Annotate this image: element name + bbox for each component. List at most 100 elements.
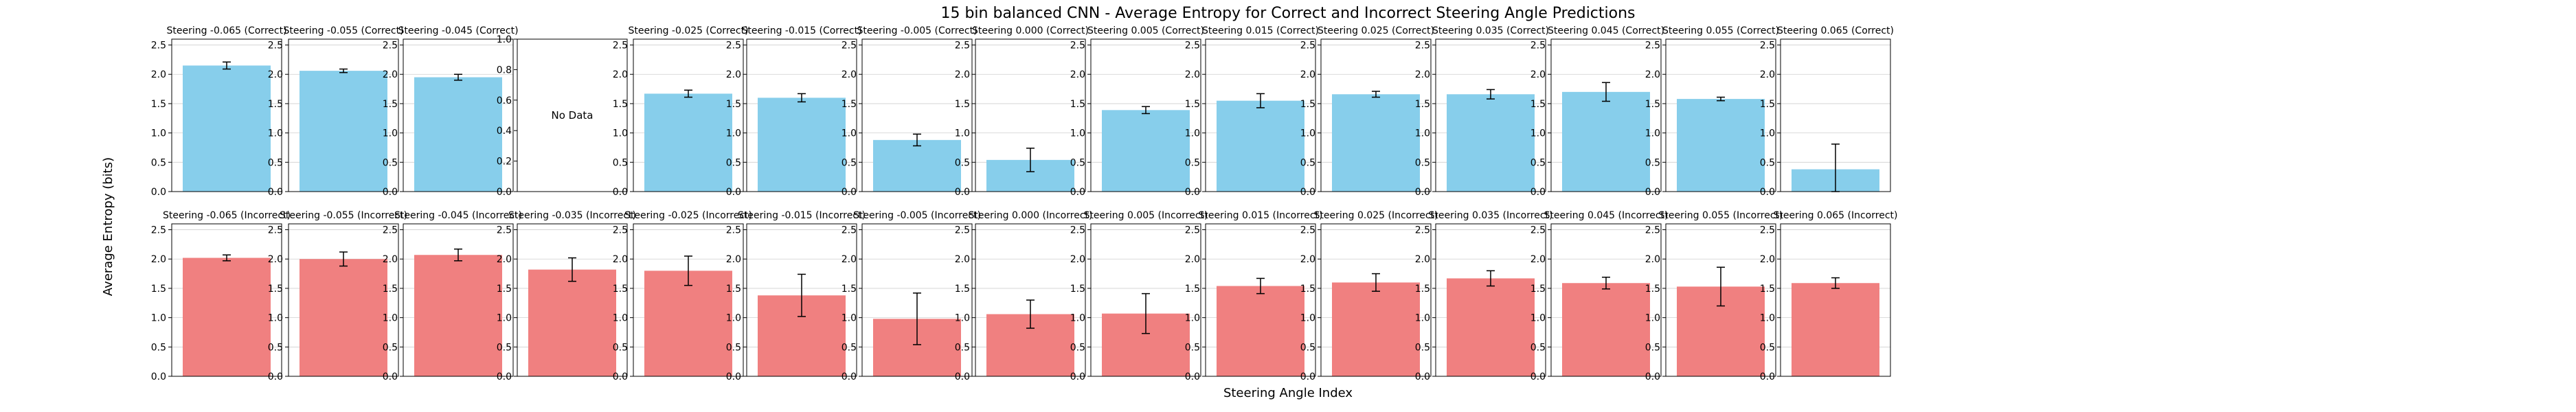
bar: [183, 65, 271, 192]
y-tick-label: 1.0: [497, 34, 512, 45]
y-tick-label: 0.5: [1760, 342, 1775, 353]
y-tick-label: 1.5: [841, 99, 857, 110]
bar: [1677, 99, 1765, 192]
y-tick-label: 2.0: [1185, 69, 1200, 80]
y-tick-label: 1.5: [383, 284, 398, 295]
chart-title: 15 bin balanced CNN - Average Entropy fo…: [940, 5, 1635, 22]
y-tick-label: 0.0: [1300, 371, 1315, 382]
axes-frame: [171, 38, 282, 192]
y-tick-label: 2.0: [497, 254, 512, 265]
y-tick-label: 0.5: [1185, 157, 1200, 168]
y-tick-label: 1.5: [1415, 284, 1430, 295]
y-tick-label: 0.5: [1645, 157, 1660, 168]
y-tick-label: 2.0: [955, 69, 970, 80]
axes-frame: [288, 38, 399, 192]
y-tick-label: 1.5: [841, 284, 857, 295]
axes-frame: [1320, 223, 1432, 377]
axes-frame: [1665, 38, 1776, 192]
y-tick-label: 2.5: [1415, 225, 1430, 236]
y-tick-label: 0.0: [1530, 187, 1546, 198]
y-tick-label: 0.0: [613, 371, 628, 382]
subplot-title: Steering 0.005 (Incorrect): [1084, 210, 1208, 221]
y-tick-label: 2.5: [613, 225, 628, 236]
no-data-label: No Data: [552, 109, 594, 122]
y-tick-label: 2.5: [1300, 41, 1315, 52]
y-tick-label: 1.5: [955, 284, 970, 295]
subplot-title: Steering 0.035 (Correct): [1432, 25, 1549, 36]
axes-frame: [1320, 38, 1432, 192]
y-tick-label: 2.0: [841, 254, 857, 265]
y-tick-label: 2.0: [151, 254, 166, 265]
axes-frame: [1550, 38, 1662, 192]
y-tick-label: 2.5: [1645, 41, 1660, 52]
subplot-title: Steering 0.025 (Incorrect): [1314, 210, 1438, 221]
bar: [644, 271, 732, 376]
subplot-correct-3: 0.0 0.2 0.4 0.6 0.8 1.0 No Data: [497, 34, 628, 198]
y-tick-label: 1.0: [383, 313, 398, 324]
y-axis-label: Average Entropy (bits): [101, 157, 115, 296]
bar: [528, 269, 616, 376]
y-tick-label: 2.5: [497, 225, 512, 236]
y-tick-label: 1.5: [151, 284, 166, 295]
y-tick-label: 1.5: [613, 284, 628, 295]
y-tick-label: 1.5: [1415, 99, 1430, 110]
axes-frame: [1780, 38, 1891, 192]
subplot-title: Steering -0.065 (Incorrect): [163, 210, 291, 221]
y-tick-label: 2.5: [1415, 41, 1430, 52]
y-tick-label: 0.0: [1070, 371, 1085, 382]
y-tick-label: 1.5: [1530, 99, 1546, 110]
subplot-incorrect-0: 0.0 0.5 1.0 1.5 2.0 2.5 Steering -0.065 (Incor…: [151, 210, 291, 382]
subplot-incorrect-6: 0.0 0.5 1.0 1.5 2.0 2.5 Steering -0.005 (Incor…: [841, 210, 981, 382]
y-tick-label: 1.0: [1760, 128, 1775, 139]
bar: [183, 258, 271, 376]
subplot-title: Steering 0.005 (Correct): [1087, 25, 1204, 36]
y-tick-label: 0.5: [1530, 157, 1546, 168]
subplot-title: Steering -0.055 (Correct): [283, 25, 403, 36]
y-tick-label: 0.5: [613, 157, 628, 168]
axes-frame: [746, 223, 857, 377]
y-tick-label: 0.0: [1645, 187, 1660, 198]
y-tick-label: 1.5: [613, 99, 628, 110]
bar: [414, 77, 502, 192]
y-tick-label: 1.0: [151, 128, 166, 139]
y-tick-label: 1.5: [1070, 284, 1085, 295]
axes-frame: [171, 223, 282, 377]
subplot-title: Steering -0.025 (Incorrect): [624, 210, 752, 221]
axes-frame: [1205, 38, 1316, 192]
y-tick-label: 1.5: [1530, 284, 1546, 295]
y-tick-label: 0.6: [497, 95, 512, 106]
subplot-title: Steering 0.065 (Correct): [1777, 25, 1894, 36]
bar: [300, 71, 387, 192]
y-tick-label: 1.0: [151, 313, 166, 324]
axes-frame: [1780, 223, 1891, 377]
y-tick-label: 1.0: [841, 128, 857, 139]
y-tick-label: 2.5: [268, 225, 283, 236]
subplot-incorrect-4: 0.0 0.5 1.0 1.5 2.0 2.5 Steering -0.025 (Incor…: [613, 210, 752, 382]
y-tick-label: 1.0: [613, 128, 628, 139]
y-tick-label: 2.5: [1185, 41, 1200, 52]
axes-frame: [1090, 38, 1201, 192]
y-tick-label: 1.5: [1760, 99, 1775, 110]
y-tick-label: 0.5: [613, 342, 628, 353]
y-tick-label: 0.0: [955, 187, 970, 198]
y-tick-label: 1.0: [726, 313, 741, 324]
y-tick-label: 2.0: [151, 69, 166, 80]
y-tick-label: 1.0: [1185, 128, 1200, 139]
y-tick-label: 1.0: [268, 313, 283, 324]
y-tick-label: 2.5: [1645, 225, 1660, 236]
bar: [758, 98, 846, 192]
y-tick-label: 2.5: [151, 225, 166, 236]
axes-frame: [975, 223, 1086, 377]
y-tick-label: 2.5: [1760, 41, 1775, 52]
y-tick-label: 2.0: [1415, 69, 1430, 80]
